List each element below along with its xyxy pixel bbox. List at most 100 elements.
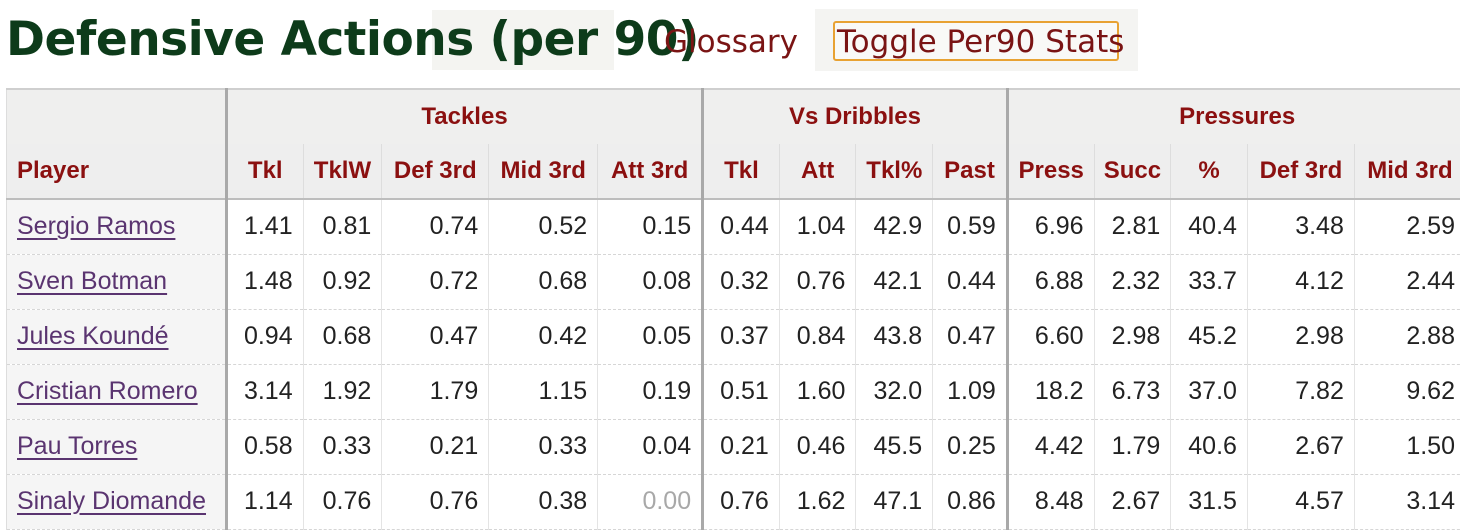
stat-cell: 1.79 bbox=[1094, 419, 1171, 474]
group-header-tackles: Tackles bbox=[226, 89, 702, 144]
stat-cell: 1.60 bbox=[779, 364, 856, 419]
glossary-link[interactable]: Glossary bbox=[664, 20, 798, 64]
stat-cell: 0.32 bbox=[703, 254, 780, 309]
column-header-def-3rd[interactable]: Def 3rd bbox=[1247, 144, 1354, 199]
stat-cell: 6.60 bbox=[1007, 309, 1094, 364]
stat-cell: 0.47 bbox=[933, 309, 1008, 364]
stat-cell: 0.76 bbox=[703, 474, 780, 529]
column-header-def-3rd[interactable]: Def 3rd bbox=[382, 144, 489, 199]
stat-cell: 0.33 bbox=[489, 419, 598, 474]
stat-cell: 2.98 bbox=[1247, 309, 1354, 364]
column-header-press[interactable]: Press bbox=[1007, 144, 1094, 199]
stat-cell: 0.72 bbox=[382, 254, 489, 309]
stat-cell: 0.86 bbox=[933, 474, 1008, 529]
stat-cell: 2.59 bbox=[1354, 199, 1460, 254]
page-title: Defensive Actions (per 90) bbox=[6, 12, 699, 68]
column-header-mid-3rd[interactable]: Mid 3rd bbox=[1354, 144, 1460, 199]
stat-cell: 18.2 bbox=[1007, 364, 1094, 419]
player-link[interactable]: Sven Botman bbox=[17, 267, 167, 295]
stat-cell: 42.9 bbox=[856, 199, 933, 254]
stat-cell: 40.6 bbox=[1171, 419, 1248, 474]
stat-cell: 6.96 bbox=[1007, 199, 1094, 254]
stat-cell: 1.15 bbox=[489, 364, 598, 419]
column-header-tklw[interactable]: TklW bbox=[303, 144, 382, 199]
stat-cell: 1.04 bbox=[779, 199, 856, 254]
stat-cell: 43.8 bbox=[856, 309, 933, 364]
stat-cell: 0.76 bbox=[382, 474, 489, 529]
player-link[interactable]: Sergio Ramos bbox=[17, 212, 175, 240]
stat-cell: 0.44 bbox=[703, 199, 780, 254]
stat-cell: 0.76 bbox=[779, 254, 856, 309]
column-header-player[interactable]: Player bbox=[7, 144, 227, 199]
stat-cell: 31.5 bbox=[1171, 474, 1248, 529]
stat-cell: 33.7 bbox=[1171, 254, 1248, 309]
stat-cell: 40.4 bbox=[1171, 199, 1248, 254]
stat-cell: 0.92 bbox=[303, 254, 382, 309]
player-link[interactable]: Jules Koundé bbox=[17, 322, 169, 350]
stat-cell: 3.14 bbox=[1354, 474, 1460, 529]
column-header-att-3rd[interactable]: Att 3rd bbox=[598, 144, 703, 199]
stat-cell: 0.21 bbox=[382, 419, 489, 474]
stat-cell: 6.73 bbox=[1094, 364, 1171, 419]
stat-cell: 0.84 bbox=[779, 309, 856, 364]
stat-cell: 4.42 bbox=[1007, 419, 1094, 474]
player-link[interactable]: Cristian Romero bbox=[17, 377, 198, 405]
stat-cell: 0.74 bbox=[382, 199, 489, 254]
stat-cell: 0.21 bbox=[703, 419, 780, 474]
stat-cell: 7.82 bbox=[1247, 364, 1354, 419]
column-header-succ[interactable]: Succ bbox=[1094, 144, 1171, 199]
stat-cell: 1.62 bbox=[779, 474, 856, 529]
stat-cell: 1.92 bbox=[303, 364, 382, 419]
stat-cell: 0.44 bbox=[933, 254, 1008, 309]
stat-cell: 1.41 bbox=[226, 199, 303, 254]
stat-cell: 0.68 bbox=[303, 309, 382, 364]
stat-cell: 1.48 bbox=[226, 254, 303, 309]
stat-cell: 0.51 bbox=[703, 364, 780, 419]
stat-cell: 0.15 bbox=[598, 199, 703, 254]
stat-cell: 0.58 bbox=[226, 419, 303, 474]
stat-cell: 0.33 bbox=[303, 419, 382, 474]
stat-cell: 4.12 bbox=[1247, 254, 1354, 309]
column-header-tkl[interactable]: Tkl bbox=[703, 144, 780, 199]
stat-cell: 37.0 bbox=[1171, 364, 1248, 419]
stat-cell: 4.57 bbox=[1247, 474, 1354, 529]
stat-cell: 2.32 bbox=[1094, 254, 1171, 309]
page-header: Defensive Actions (per 90) Glossary Togg… bbox=[0, 0, 1460, 84]
stat-cell: 42.1 bbox=[856, 254, 933, 309]
stat-cell: 2.44 bbox=[1354, 254, 1460, 309]
stat-cell: 47.1 bbox=[856, 474, 933, 529]
player-link[interactable]: Sinaly Diomande bbox=[17, 487, 206, 515]
player-cell: Cristian Romero bbox=[7, 364, 227, 419]
column-header-mid-3rd[interactable]: Mid 3rd bbox=[489, 144, 598, 199]
column-header-att[interactable]: Att bbox=[779, 144, 856, 199]
stat-cell: 2.88 bbox=[1354, 309, 1460, 364]
stat-cell: 45.5 bbox=[856, 419, 933, 474]
stat-cell: 45.2 bbox=[1171, 309, 1248, 364]
stat-cell: 0.04 bbox=[598, 419, 703, 474]
stat-cell: 2.67 bbox=[1094, 474, 1171, 529]
toggle-per90-button[interactable]: Toggle Per90 Stats bbox=[833, 21, 1119, 61]
stat-cell: 0.52 bbox=[489, 199, 598, 254]
stat-cell: 0.47 bbox=[382, 309, 489, 364]
column-header-past[interactable]: Past bbox=[933, 144, 1008, 199]
group-header-row: Tackles Vs Dribbles Pressures bbox=[7, 89, 1460, 144]
player-link[interactable]: Pau Torres bbox=[17, 432, 137, 460]
group-header-pressures: Pressures bbox=[1007, 89, 1460, 144]
column-header-[interactable]: % bbox=[1171, 144, 1248, 199]
column-header-tkl[interactable]: Tkl bbox=[226, 144, 303, 199]
stat-cell: 0.08 bbox=[598, 254, 703, 309]
player-cell: Sinaly Diomande bbox=[7, 474, 227, 529]
stat-cell: 0.76 bbox=[303, 474, 382, 529]
stat-cell: 0.59 bbox=[933, 199, 1008, 254]
column-header-tkl[interactable]: Tkl% bbox=[856, 144, 933, 199]
player-cell: Jules Koundé bbox=[7, 309, 227, 364]
stat-cell: 0.38 bbox=[489, 474, 598, 529]
stat-cell: 2.81 bbox=[1094, 199, 1171, 254]
